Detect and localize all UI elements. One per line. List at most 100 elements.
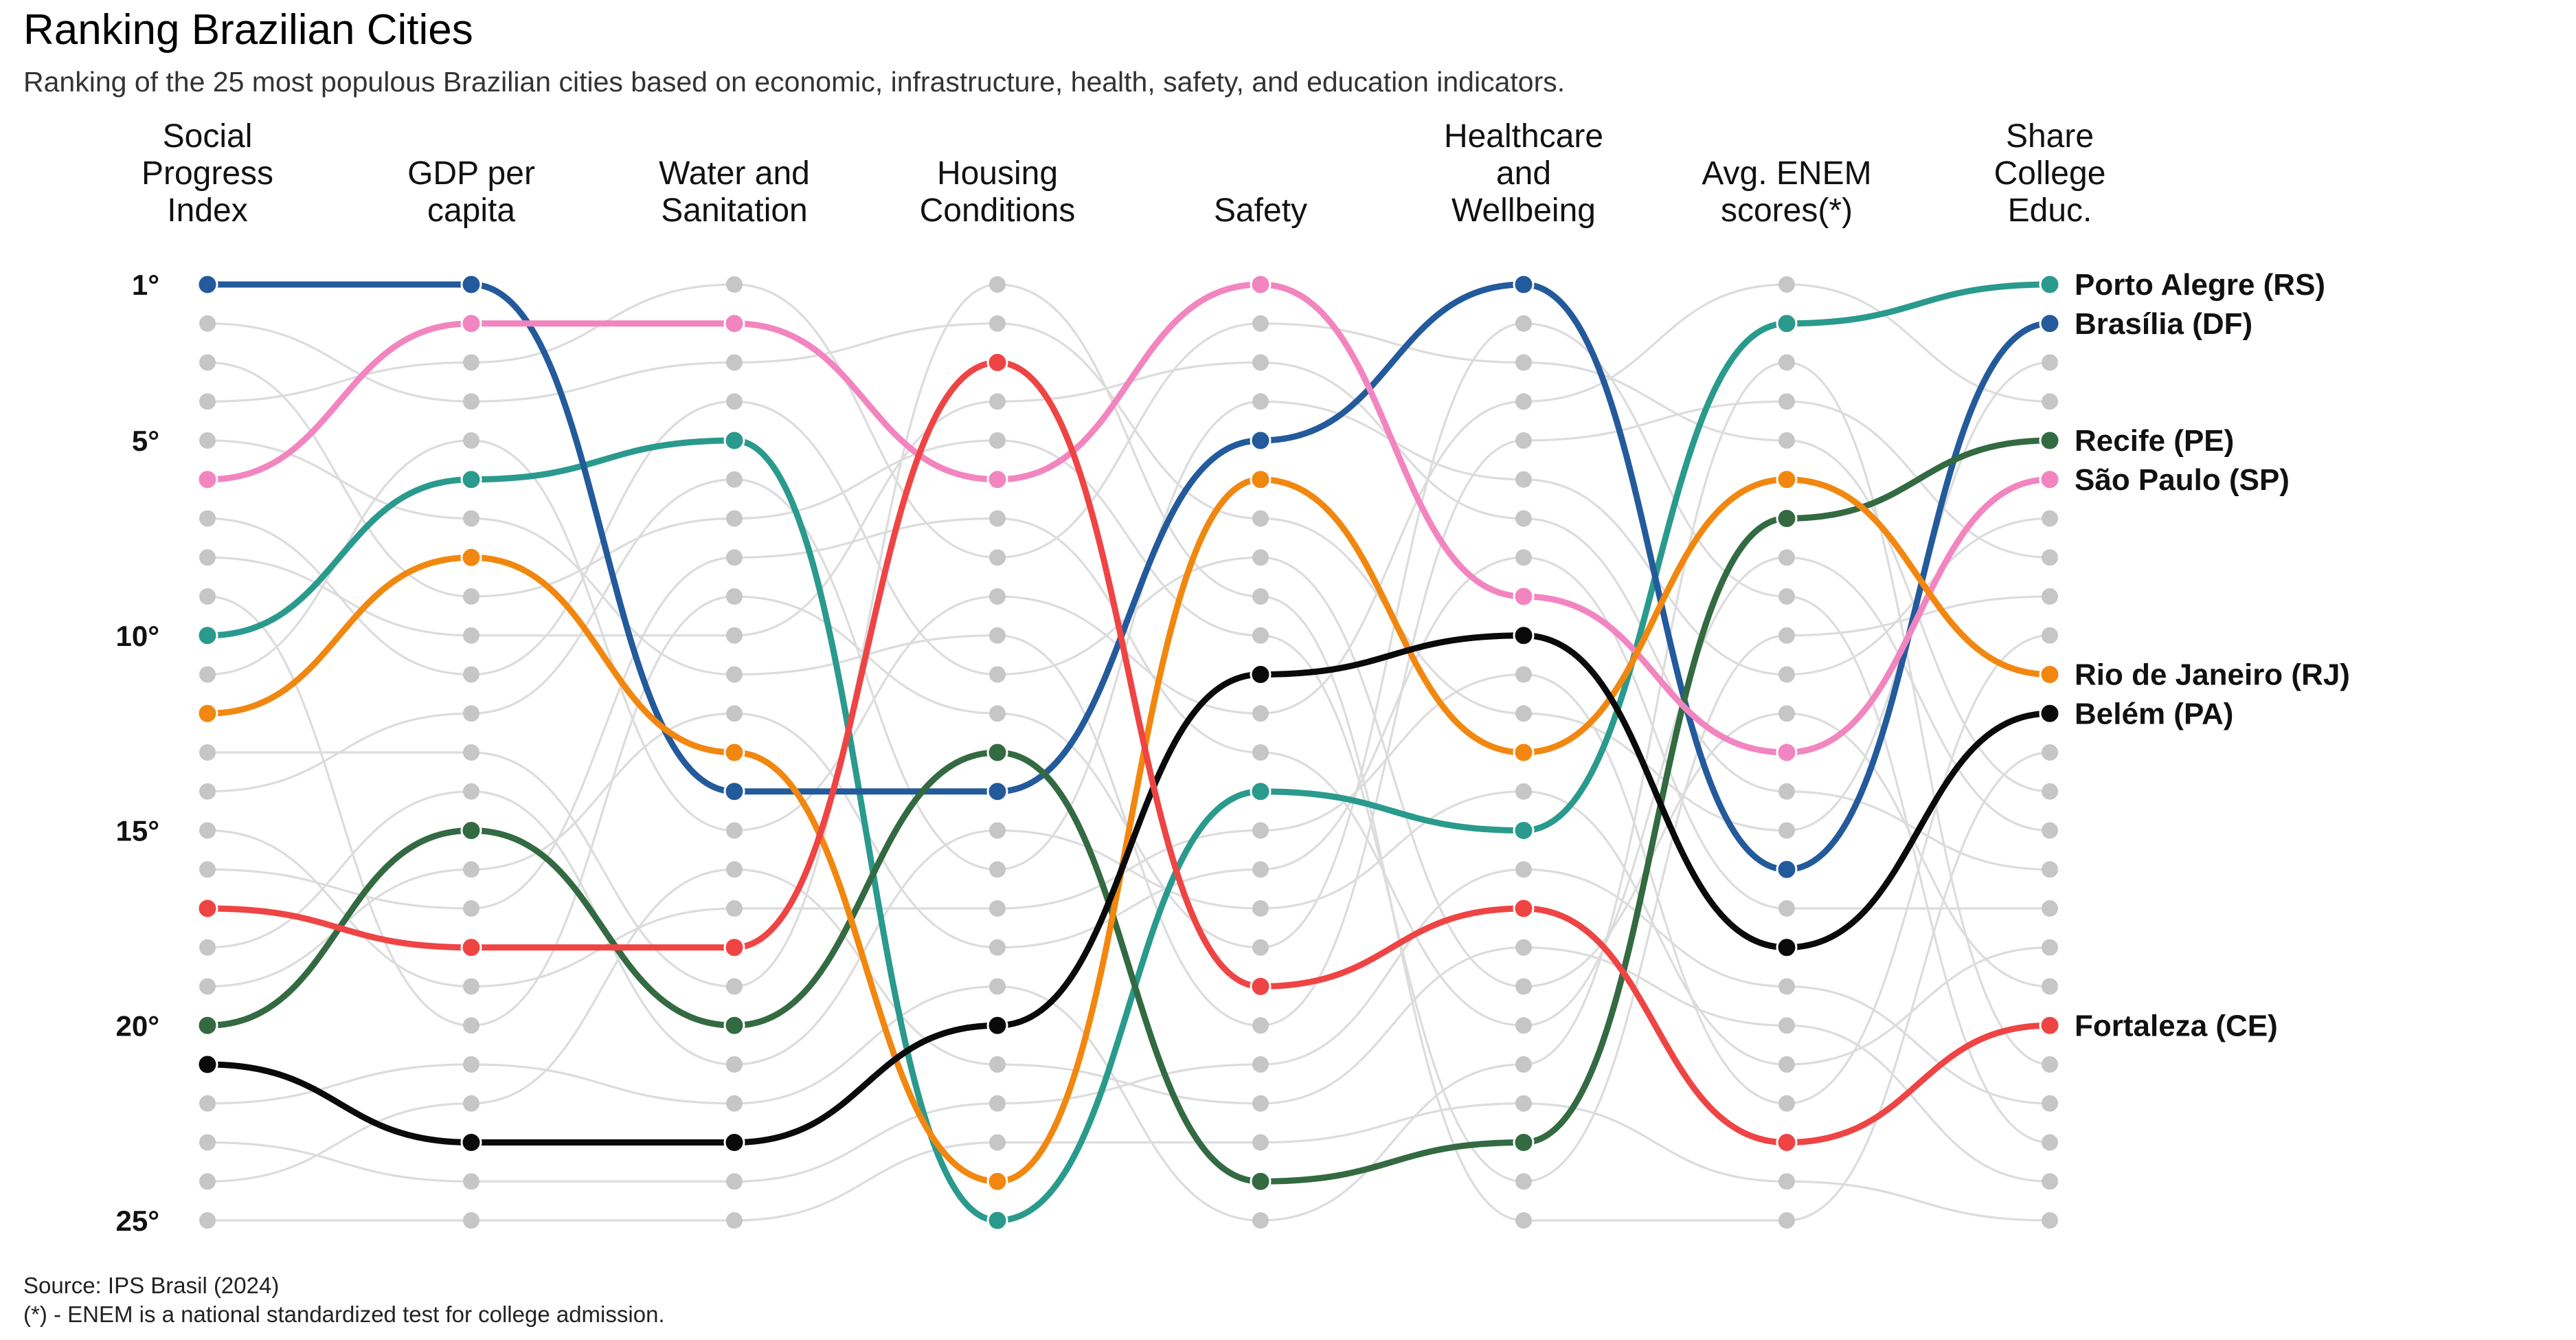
column-headers: Social Progress Index GDP per capita Water an… [142, 118, 2105, 229]
rank-dot [1778, 1095, 1795, 1112]
rank-dot [199, 783, 216, 800]
series-point-bras-lia-df [196, 273, 218, 295]
series-point-recife-pe [460, 820, 482, 841]
rank-dot [463, 588, 479, 605]
series-line-bras-lia-df [204, 281, 2053, 873]
rank-dot [726, 978, 743, 995]
rank-dot [989, 978, 1006, 995]
series-point-s-o-paulo-sp [1250, 273, 1272, 295]
column-header-line: Water and [659, 155, 810, 192]
rank-dot [199, 1212, 216, 1229]
series-point-porto-alegre-rs [196, 625, 218, 647]
rank-dot [199, 432, 216, 449]
rank-dot [2042, 900, 2058, 917]
rank-dot [1778, 393, 1795, 410]
series-line-rio-de-janeiro-rj [204, 476, 2053, 1185]
series-point-recife-pe [1513, 1132, 1535, 1153]
series-point-rio-de-janeiro-rj [1513, 741, 1535, 763]
background-series-line [207, 400, 2050, 988]
rank-dot [1778, 900, 1795, 917]
series-point-bel-m-pa [2039, 702, 2061, 724]
series-point-s-o-paulo-sp [1513, 585, 1535, 607]
series-point-s-o-paulo-sp [196, 469, 218, 491]
y-tick-label: 10° [115, 620, 159, 652]
rank-dot [463, 393, 479, 410]
rank-dot [726, 861, 743, 878]
series-point-s-o-paulo-sp [1776, 741, 1798, 763]
background-series-line [207, 322, 2050, 1144]
rank-dot [1778, 783, 1795, 800]
rank-dot [1515, 705, 1532, 722]
column-header: Housing Conditions [920, 155, 1076, 229]
series-label-bras-lia-df: Brasília (DF) [2075, 307, 2252, 341]
background-series-line [207, 400, 2050, 1027]
chart-subtitle: Ranking of the 25 most populous Brazilia… [23, 66, 1566, 98]
rank-dot [1515, 1173, 1532, 1190]
column-header-line: capita [427, 192, 515, 229]
rank-dot [1778, 276, 1795, 293]
column-header: Social Progress Index [142, 118, 273, 229]
rank-dot [199, 1134, 216, 1151]
column-header-line: Progress [142, 155, 273, 192]
rank-dot [463, 861, 479, 878]
y-tick-label: 20° [115, 1009, 159, 1042]
rank-dot [2042, 588, 2058, 605]
rank-dot [1252, 510, 1269, 527]
background-series-line [207, 790, 2050, 1066]
rank-dot [989, 822, 1006, 839]
series-point-bras-lia-df [1776, 858, 1798, 880]
series-point-fortaleza-ce [196, 897, 218, 919]
series-label-recife-pe: Recife (PE) [2075, 424, 2234, 458]
rank-dot [463, 354, 479, 371]
series-point-bras-lia-df [1513, 273, 1535, 295]
rank-dot [1252, 1017, 1269, 1034]
rank-dot [1252, 354, 1269, 371]
rank-dot [199, 939, 216, 956]
rank-dot [1252, 822, 1269, 839]
background-series-line [207, 868, 2050, 1183]
rank-dot [726, 588, 743, 605]
series-point-bel-m-pa [1250, 664, 1272, 685]
series-point-s-o-paulo-sp [986, 469, 1008, 491]
series-line-porto-alegre-rs [204, 281, 2053, 1224]
rank-dot [463, 744, 479, 761]
y-axis-ticks: 1° 5° 10° 15° 20° 25° [115, 269, 159, 1237]
rank-dot [199, 822, 216, 839]
rank-dot [726, 900, 743, 917]
column-header-line: scores(*) [1721, 192, 1853, 229]
rank-dot [1515, 354, 1532, 371]
rank-dot [463, 978, 479, 995]
series-point-bel-m-pa [986, 1014, 1008, 1036]
rank-dot [2042, 939, 2058, 956]
rank-dot [1252, 315, 1269, 332]
column-header: Water and Sanitation [659, 155, 810, 229]
rank-dot [989, 393, 1006, 410]
series-point-porto-alegre-rs [2039, 273, 2061, 295]
rank-dot [1778, 978, 1795, 995]
series-point-bel-m-pa [196, 1053, 218, 1075]
series-point-fortaleza-ce [723, 937, 745, 959]
series-point-s-o-paulo-sp [460, 313, 482, 335]
background-series-line [207, 517, 2050, 1027]
rank-dot [1252, 1134, 1269, 1151]
rank-dot [2042, 1134, 2058, 1151]
series-point-recife-pe [986, 741, 1008, 763]
rank-dot [726, 1095, 743, 1112]
column-header-line: Housing [937, 155, 1058, 192]
series-line-s-o-paulo-sp [204, 281, 2053, 756]
rank-dot [1515, 1212, 1532, 1229]
rank-dot [199, 510, 216, 527]
series-line-bel-m-pa [204, 632, 2053, 1146]
rank-dot [2042, 978, 2058, 995]
rank-dot [1252, 939, 1269, 956]
rank-dot [199, 393, 216, 410]
rank-dot [1515, 315, 1532, 332]
rank-dot [1515, 432, 1532, 449]
rank-dot [726, 354, 743, 371]
rank-dot [1252, 549, 1269, 566]
rank-dot [2042, 861, 2058, 878]
series-point-rio-de-janeiro-rj [2039, 664, 2061, 685]
column-header-line: Avg. ENEM [1702, 155, 1871, 192]
rank-dot [199, 861, 216, 878]
series-point-porto-alegre-rs [1513, 820, 1535, 841]
